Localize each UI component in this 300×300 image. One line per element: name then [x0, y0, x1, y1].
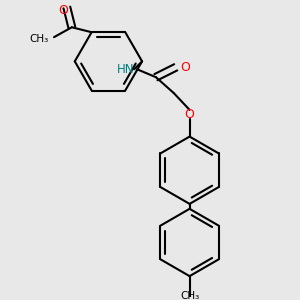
Text: HN: HN	[117, 63, 134, 76]
Text: CH₃: CH₃	[180, 291, 199, 300]
Text: CH₃: CH₃	[30, 34, 49, 44]
Text: O: O	[58, 4, 68, 16]
Text: O: O	[181, 61, 190, 74]
Text: O: O	[185, 108, 194, 121]
